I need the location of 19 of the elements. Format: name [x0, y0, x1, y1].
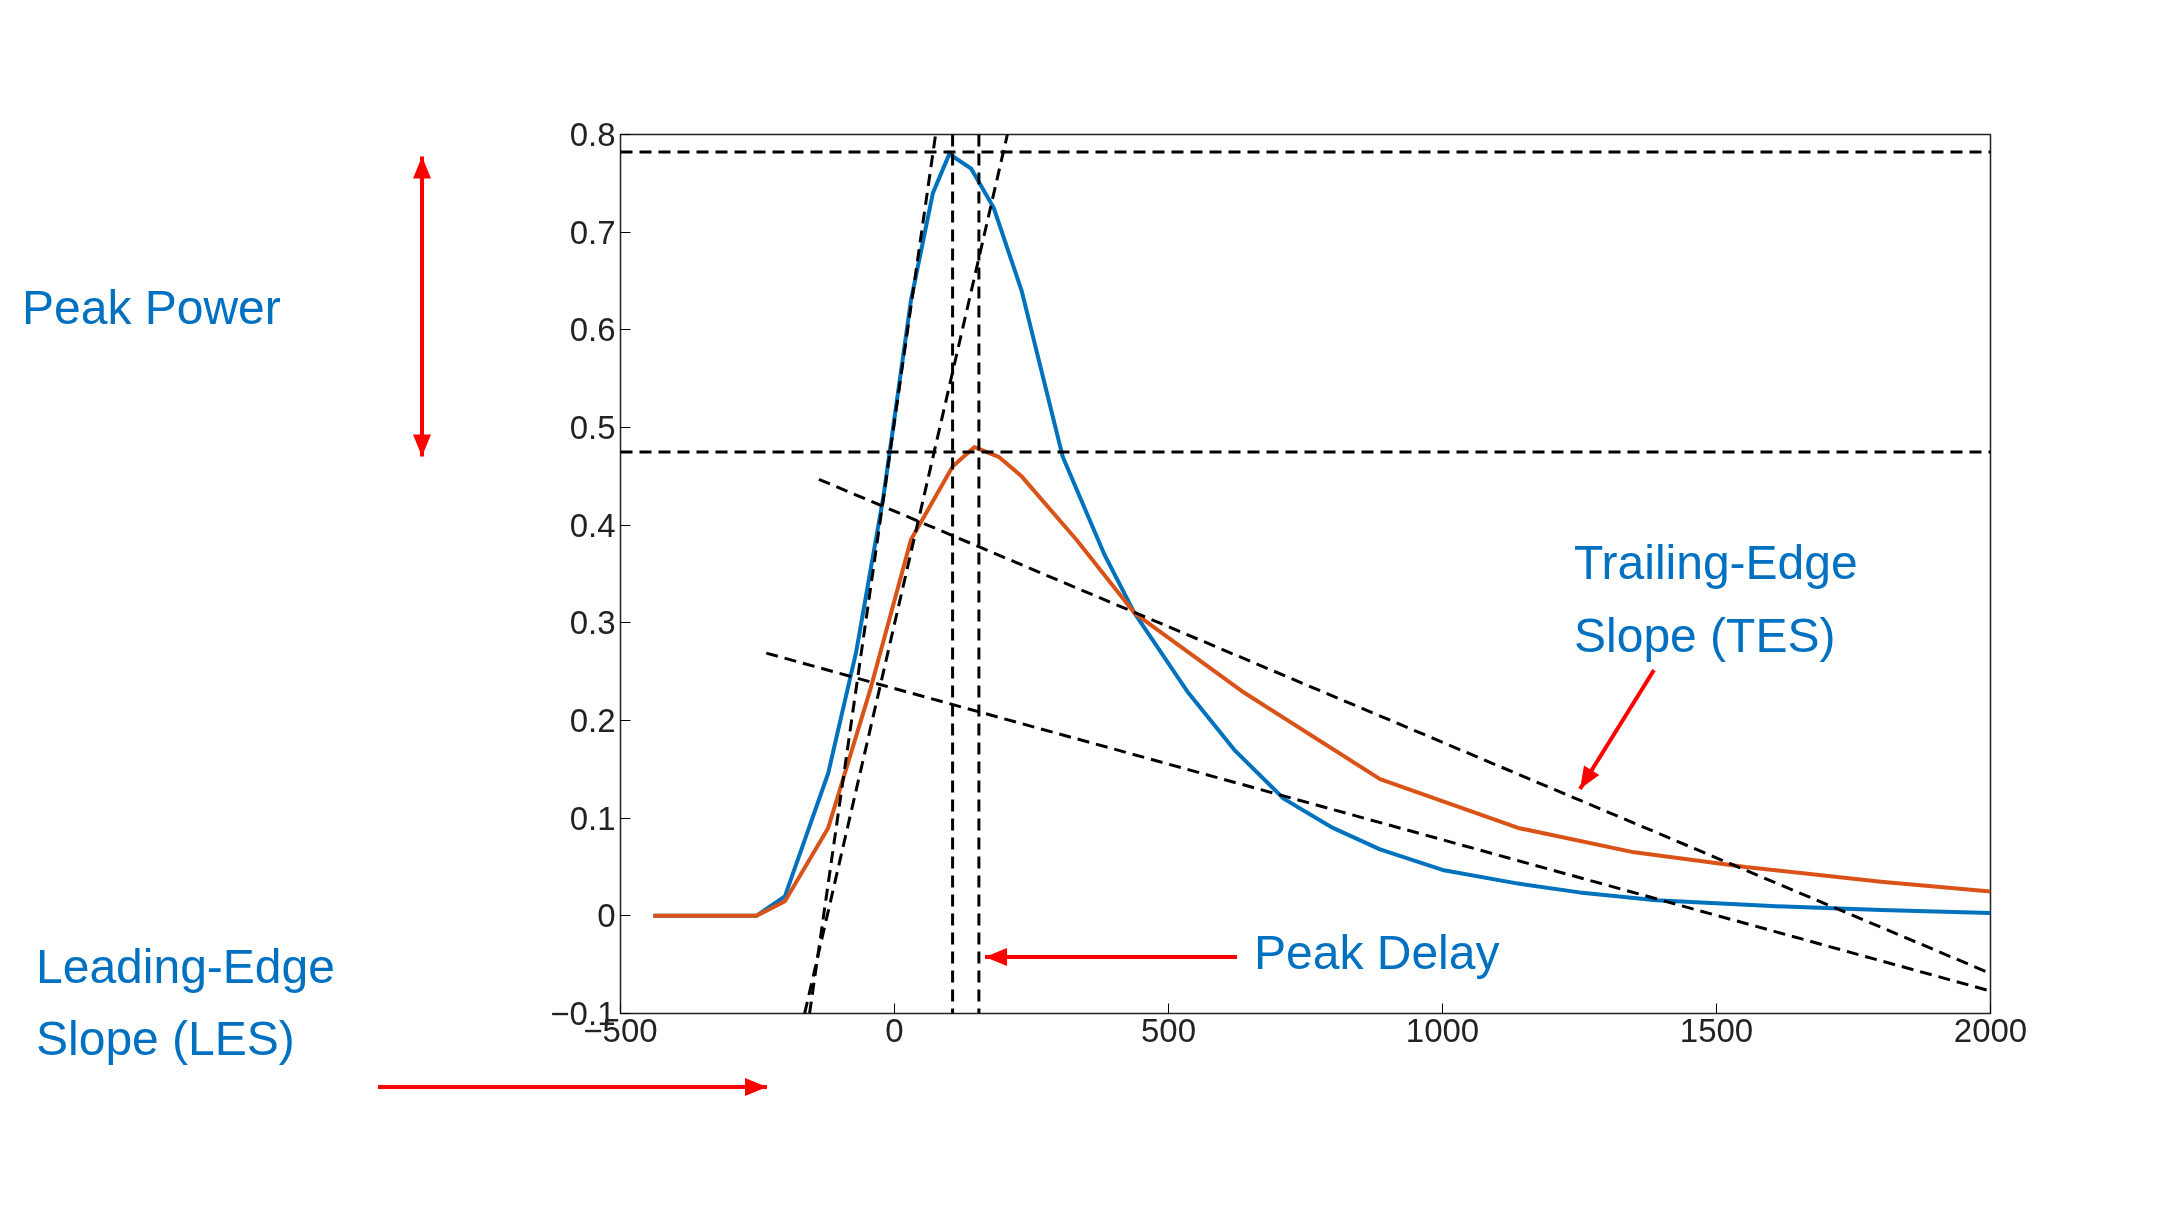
y-tick-label: 0.3 [569, 604, 616, 642]
x-tick-label: 500 [1140, 1011, 1197, 1049]
line-series [651, 445, 1991, 918]
text: Peak Power [22, 280, 281, 336]
y-tick-label: 0.7 [569, 213, 616, 251]
y-tick-label: 0.8 [569, 116, 616, 153]
y-tick-label: 0 [597, 897, 616, 935]
y-tick-label: 0.5 [569, 409, 616, 446]
y-tick-label: 0.4 [569, 506, 616, 544]
annotation: Trailing-Edge Slope (TES) [1574, 535, 1858, 664]
y-tick-label: 0.2 [569, 702, 616, 739]
x-tick-label: 1000 [1405, 1011, 1480, 1049]
text: Leading-Edge Slope (LES) [36, 939, 335, 1067]
y-tick-label: 0.6 [569, 311, 616, 349]
y-tick-label: 0.1 [569, 799, 616, 837]
x-tick-label: 0 [885, 1011, 904, 1049]
x-tick-label: 2000 [1953, 1011, 2028, 1049]
x-tick-label: 1500 [1679, 1011, 1754, 1049]
annotation: Peak Delay [1254, 925, 1500, 981]
